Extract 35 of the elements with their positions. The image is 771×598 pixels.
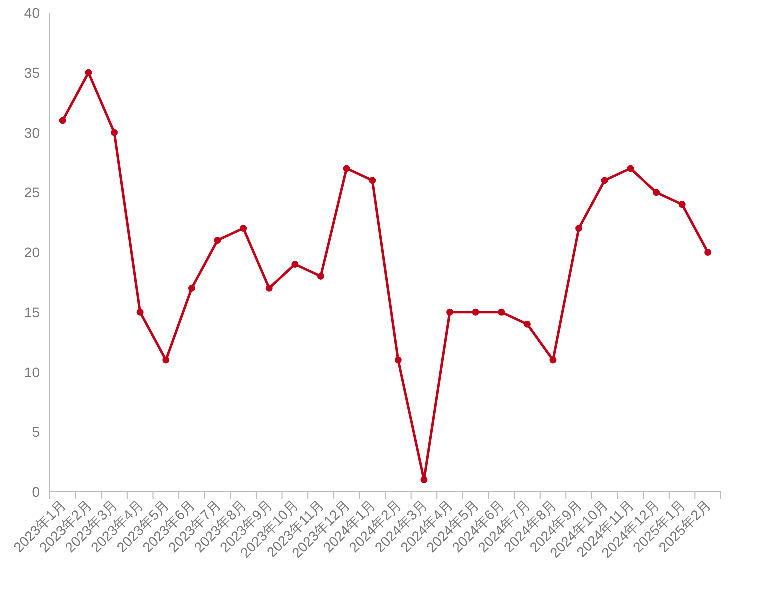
point	[601, 177, 608, 184]
point	[111, 129, 118, 136]
point	[240, 225, 248, 232]
point	[162, 356, 170, 364]
point	[266, 284, 273, 292]
point	[59, 117, 66, 124]
point	[85, 69, 92, 76]
point	[524, 320, 531, 328]
y-tick-label: 15	[24, 304, 40, 320]
point	[420, 476, 428, 484]
point	[292, 260, 299, 268]
point	[317, 272, 324, 280]
point	[498, 308, 506, 316]
point	[627, 165, 634, 172]
y-tick-label: 30	[24, 124, 40, 141]
point	[446, 308, 454, 316]
y-tick-label: 40	[24, 5, 40, 21]
point	[576, 225, 583, 232]
y-tick-label: 10	[24, 364, 40, 380]
point	[652, 189, 660, 196]
point	[550, 356, 557, 364]
y-tick-label: 35	[24, 64, 40, 81]
point	[472, 308, 480, 316]
point	[369, 177, 376, 184]
point	[678, 201, 686, 208]
point	[214, 237, 222, 244]
point	[343, 165, 350, 172]
point	[188, 284, 196, 292]
y-tick-label: 0	[32, 484, 40, 500]
point	[704, 249, 712, 256]
point	[394, 356, 402, 364]
y-tick-label: 5	[32, 424, 40, 440]
y-tick-label: 20	[24, 244, 40, 260]
point	[136, 308, 144, 316]
y-tick-label: 25	[24, 184, 40, 201]
